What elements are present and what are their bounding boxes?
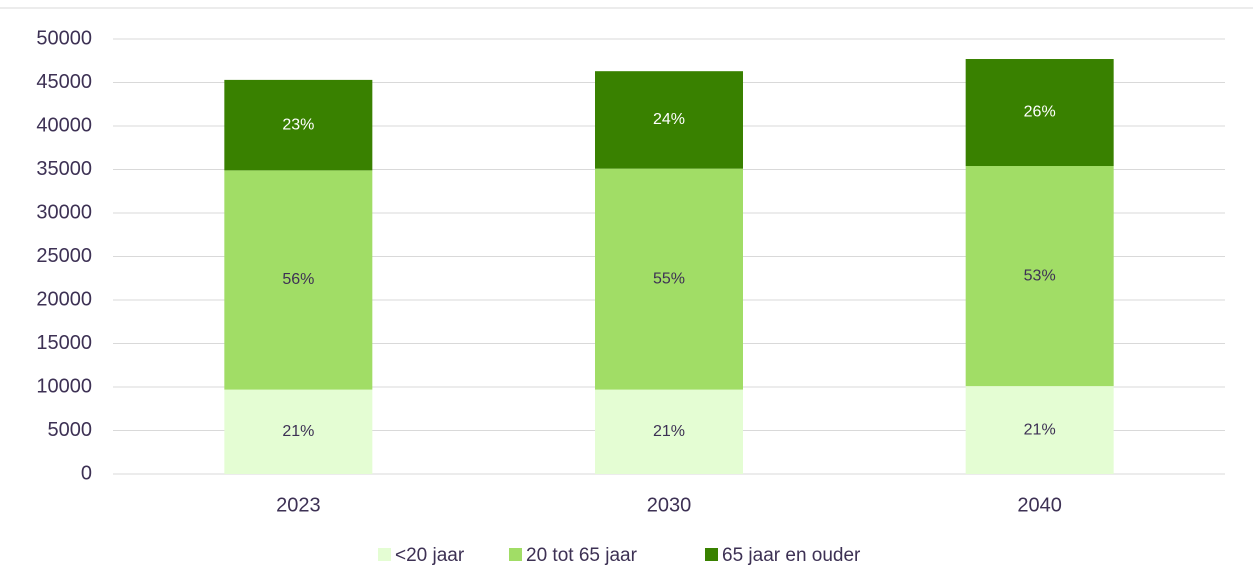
share-label: 26% xyxy=(1024,104,1056,121)
y-tick-label: 45000 xyxy=(36,71,92,93)
bar-segment xyxy=(965,59,1114,167)
y-tick-label: 0 xyxy=(81,462,92,484)
x-tick-label: 2030 xyxy=(647,494,692,516)
y-tick-label: 35000 xyxy=(36,158,92,180)
y-tick-label: 15000 xyxy=(36,332,92,354)
legend-swatch xyxy=(509,548,522,561)
legend-label: 20 tot 65 jaar xyxy=(526,545,638,566)
share-label: 53% xyxy=(1024,267,1056,284)
share-label: 21% xyxy=(1024,421,1056,438)
bar-segment xyxy=(224,79,373,171)
legend-label: 65 jaar en ouder xyxy=(722,545,861,566)
bar-segment xyxy=(595,168,743,390)
share-label: 56% xyxy=(282,271,314,288)
y-tick-label: 50000 xyxy=(36,27,92,49)
bar-segment xyxy=(595,389,743,474)
share-label: 55% xyxy=(653,270,685,287)
share-label: 21% xyxy=(282,423,314,440)
y-tick-label: 25000 xyxy=(36,245,92,267)
share-label: 21% xyxy=(653,423,685,440)
share-label: 24% xyxy=(653,111,685,128)
y-tick-label: 30000 xyxy=(36,201,92,223)
legend-swatch xyxy=(705,548,718,561)
legend-swatch xyxy=(378,548,391,561)
y-tick-label: 10000 xyxy=(36,375,92,397)
bar-segment xyxy=(965,166,1114,387)
x-tick-label: 2040 xyxy=(1017,494,1062,516)
share-label: 23% xyxy=(282,116,314,133)
bar-segment xyxy=(224,170,373,390)
bar-segment xyxy=(965,386,1114,474)
y-tick-label: 20000 xyxy=(36,288,92,310)
x-tick-label: 2023 xyxy=(276,494,321,516)
bar-segment xyxy=(595,71,743,169)
legend-label: <20 jaar xyxy=(395,545,465,566)
bar-segment xyxy=(224,389,373,474)
y-tick-label: 5000 xyxy=(48,419,93,441)
y-tick-label: 40000 xyxy=(36,114,92,136)
